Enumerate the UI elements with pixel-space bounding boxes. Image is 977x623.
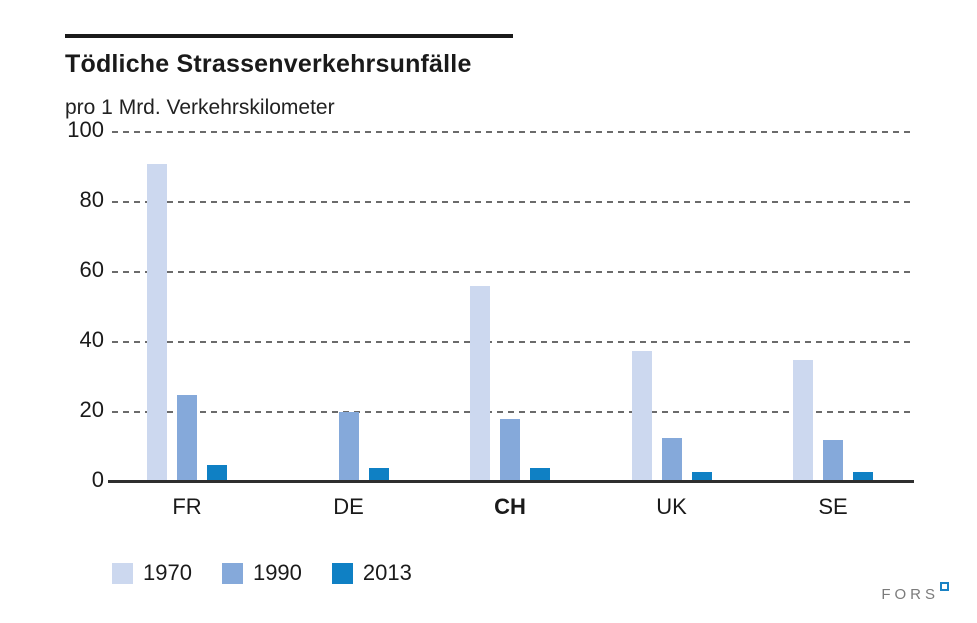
x-axis-line xyxy=(108,480,914,483)
x-axis-labels: FR DE CH UK SE xyxy=(112,494,913,524)
gridline-y-60 xyxy=(112,271,913,273)
bar-SE-2013 xyxy=(853,471,873,482)
legend: 1970 1990 2013 xyxy=(112,560,412,586)
y-tick-label-100: 100 xyxy=(67,117,104,142)
title-rule xyxy=(65,34,513,38)
bar-FR-1990 xyxy=(177,394,197,482)
gridline-y-80 xyxy=(112,201,913,203)
bar-DE-1990 xyxy=(338,412,359,482)
y-tick-label-20: 20 xyxy=(79,397,104,422)
bar-SE-1990 xyxy=(823,440,843,482)
x-label-FR: FR xyxy=(172,494,202,519)
gridline-y-20 xyxy=(112,411,913,413)
gridline-y-100 xyxy=(112,131,913,133)
legend-item-2013: 2013 xyxy=(331,560,412,586)
bar-FR-1970 xyxy=(147,163,167,482)
legend-label-1990: 1990 xyxy=(252,560,302,585)
y-tick-label-80: 80 xyxy=(79,187,104,212)
bar-SE-1970 xyxy=(793,359,813,482)
gridline-y-40 xyxy=(112,341,913,343)
legend-swatch-2013 xyxy=(331,562,353,584)
bar-CH-1970 xyxy=(470,286,490,482)
fors-logo-mark-icon xyxy=(940,582,949,591)
legend-label-1970: 1970 xyxy=(143,560,192,585)
y-tick-label-60: 60 xyxy=(79,257,104,282)
x-label-CH: CH xyxy=(494,494,526,519)
legend-label-2013: 2013 xyxy=(362,560,412,585)
x-label-SE: SE xyxy=(818,494,848,519)
fors-logo: FORS xyxy=(881,582,949,603)
chart-title: Tödliche Strassenverkehrsunfälle xyxy=(65,50,472,78)
legend-swatch-1990 xyxy=(221,562,243,584)
bar-UK-2013 xyxy=(691,471,712,482)
y-tick-label-0: 0 xyxy=(91,467,104,492)
bar-CH-1990 xyxy=(500,419,520,482)
x-label-UK: UK xyxy=(656,494,687,519)
legend-item-1990: 1990 xyxy=(221,560,302,586)
bar-DE-2013 xyxy=(368,468,389,482)
bar-UK-1990 xyxy=(661,438,682,482)
legend-swatch-1970 xyxy=(112,562,133,584)
bar-CH-2013 xyxy=(530,468,550,482)
legend-item-1970: 1970 xyxy=(112,560,192,586)
chart-subtitle: pro 1 Mrd. Verkehrskilometer xyxy=(65,96,335,119)
y-axis: 0 20 40 60 80 100 xyxy=(0,119,104,491)
bar-FR-2013 xyxy=(207,464,227,482)
bar-UK-1970 xyxy=(631,350,652,482)
fors-logo-text: FORS xyxy=(881,586,939,603)
plot-area xyxy=(112,131,913,482)
y-tick-label-40: 40 xyxy=(79,327,104,352)
x-label-DE: DE xyxy=(333,494,364,519)
